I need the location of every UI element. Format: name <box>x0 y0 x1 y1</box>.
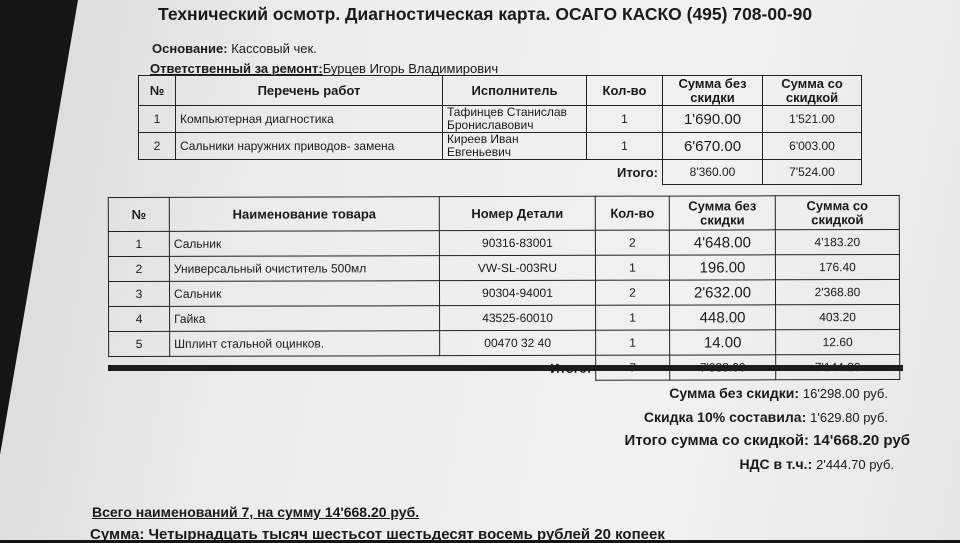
cell-sum: 4'648.00 <box>669 229 776 256</box>
cell-disc: 1'521.00 <box>762 105 862 133</box>
cell-qty: 1 <box>595 330 670 356</box>
col-header: Сумма без скидки <box>662 75 763 106</box>
cell-sum: 6'670.00 <box>662 132 763 160</box>
cell-performer: Киреев Иван Евгеньевич <box>442 132 587 160</box>
cell-n: 2 <box>138 132 176 160</box>
goods-table: № Наименование товара Номер Детали Кол-в… <box>108 195 900 382</box>
cell-name: Универсальный очиститель 500мл <box>169 255 440 282</box>
basis-label: Основание: <box>152 41 228 56</box>
cell-n: 2 <box>108 256 170 282</box>
table-row: 2 Универсальный очиститель 500мл VW-SL-003… <box>108 254 900 282</box>
summary-label: НДС в т.ч.: <box>739 456 813 472</box>
summary-label: Сумма без скидки: <box>669 385 799 401</box>
cell-disc: 4'183.20 <box>775 229 900 255</box>
table-row: 3 Сальник 90304-94001 2 2'632.00 2'368.80 <box>108 279 900 307</box>
table-row: 4 Гайка 43525-60010 1 448.00 403.20 <box>108 304 900 332</box>
col-header: Номер Детали <box>439 196 596 231</box>
total-disc: 7'524.00 <box>762 159 862 185</box>
cell-qty: 1 <box>586 105 663 133</box>
table-header: № Наименование товара Номер Детали Кол-в… <box>108 195 900 232</box>
cell-part: 00470 32 40 <box>439 330 596 356</box>
cell-qty: 1 <box>595 255 670 281</box>
cell-sum: 14.00 <box>669 329 776 356</box>
summary-label: Скидка 10% составила: <box>643 409 807 425</box>
col-header: № <box>138 75 176 106</box>
cell-n: 3 <box>108 281 170 307</box>
col-header: Сумма без скидки <box>669 195 776 231</box>
table-row: 1 Компьютерная диагностика Тафинцев Стан… <box>138 105 862 133</box>
summary-label: Итого сумма со скидкой: <box>624 432 809 449</box>
cell-sum: 2'632.00 <box>669 279 776 306</box>
cell-qty: 2 <box>595 280 670 306</box>
cell-part: 43525-60010 <box>439 305 596 331</box>
sum-in-words: Сумма: Четырнадцать тысяч шестьсот шесть… <box>90 526 665 543</box>
cell-disc: 176.40 <box>775 254 900 280</box>
cell-n: 1 <box>108 231 170 257</box>
col-header: Перечень работ <box>175 75 443 106</box>
cell-disc: 403.20 <box>775 304 900 330</box>
responsible-line: Ответственный за ремонт:Бурцев Игорь Вла… <box>150 61 498 76</box>
cell-sum: 1'690.00 <box>662 105 763 133</box>
cell-performer: Тафинцев Станислав Брониславович <box>442 105 587 133</box>
summary-value: 14'668.20 руб <box>813 432 910 449</box>
col-header: Кол-во <box>595 196 670 231</box>
summary-line: Сумма без скидки: 16'298.00 руб. <box>669 385 888 401</box>
col-header: Сумма со скидкой <box>762 75 862 106</box>
cell-name: Сальники наружних приводов- замена <box>175 132 443 160</box>
cell-n: 4 <box>108 306 170 332</box>
col-header: Кол-во <box>586 75 663 106</box>
cell-disc: 6'003.00 <box>762 132 862 160</box>
summary-value: 2'444.70 руб. <box>816 457 894 472</box>
col-header: № <box>108 197 170 232</box>
summary-value: 16'298.00 руб. <box>802 386 888 401</box>
cell-disc: 12.60 <box>775 329 900 355</box>
table-row: 5 Шплинт стальной оцинков. 00470 32 40 1 14.… <box>108 329 900 357</box>
summary-value: 1'629.80 руб. <box>810 410 888 425</box>
works-table: № Перечень работ Исполнитель Кол-во Сумм… <box>138 75 862 185</box>
cell-name: Сальник <box>169 280 440 307</box>
basis-value: Кассовый чек. <box>231 41 317 56</box>
cell-n: 5 <box>108 331 170 357</box>
responsible-label: Ответственный за ремонт: <box>150 61 323 76</box>
cell-sum: 448.00 <box>669 304 776 331</box>
cell-disc: 2'368.80 <box>775 279 900 305</box>
cell-sum: 196.00 <box>669 254 776 281</box>
cell-part: 90304-94001 <box>439 280 596 306</box>
col-header: Исполнитель <box>442 75 587 106</box>
col-header: Сумма со скидкой <box>775 195 900 230</box>
cell-part: 90316-83001 <box>439 230 596 256</box>
total-row: Итого: 8'360.00 7'524.00 <box>139 159 862 185</box>
cell-qty: 2 <box>595 230 670 256</box>
summary-line: Скидка 10% составила: 1'629.80 руб. <box>644 409 888 425</box>
cell-n: 1 <box>138 105 176 133</box>
summary-line: НДС в т.ч.: 2'444.70 руб. <box>739 456 894 472</box>
total-items-line: Всего наименований 7, на сумму 14'668.20… <box>92 504 420 520</box>
table-row: 2 Сальники наружних приводов- замена Кир… <box>138 132 862 160</box>
cell-name: Шплинт стальной оцинков. <box>169 330 440 357</box>
total-label: Итого: <box>617 164 658 180</box>
cell-part: VW-SL-003RU <box>439 255 596 281</box>
table-row: 1 Сальник 90316-83001 2 4'648.00 4'183.20 <box>108 229 900 257</box>
total-sum: 8'360.00 <box>662 159 763 185</box>
cell-qty: 1 <box>586 132 663 160</box>
summary-line: Итого сумма со скидкой: 14'668.20 руб <box>625 432 910 449</box>
col-header: Наименование товара <box>169 196 440 232</box>
responsible-value: Бурцев Игорь Владимирович <box>322 61 499 76</box>
cell-name: Гайка <box>169 305 440 332</box>
document-title: Технический осмотр. Диагностическая карт… <box>158 4 813 24</box>
cell-name: Сальник <box>169 230 440 257</box>
basis-line: Основание: Кассовый чек. <box>152 41 317 56</box>
cell-qty: 1 <box>595 305 670 331</box>
cell-name: Компьютерная диагностика <box>175 105 443 133</box>
divider-bar <box>108 365 903 371</box>
table-header: № Перечень работ Исполнитель Кол-во Сумм… <box>138 75 862 106</box>
